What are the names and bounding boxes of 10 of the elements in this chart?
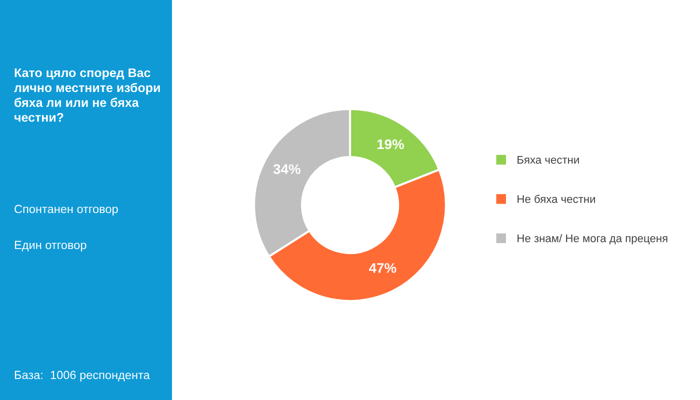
legend-label: Не знам/ Не мога да преценя	[518, 234, 668, 244]
data-label: 34%	[273, 164, 300, 174]
legend-label: Не бяха честни	[518, 194, 595, 203]
text: Един отговор	[14, 240, 86, 252]
text: Спонтанен отговор	[14, 204, 118, 216]
data-label: 19%	[377, 139, 404, 150]
text: База: 1006 респондента	[14, 370, 150, 382]
data-label: 47%	[369, 263, 396, 273]
text: Като цяло според Вас лично местните избори бяха ли или не бяха честни?	[14, 68, 160, 122]
legend-label: Бяха честни	[518, 156, 579, 164]
